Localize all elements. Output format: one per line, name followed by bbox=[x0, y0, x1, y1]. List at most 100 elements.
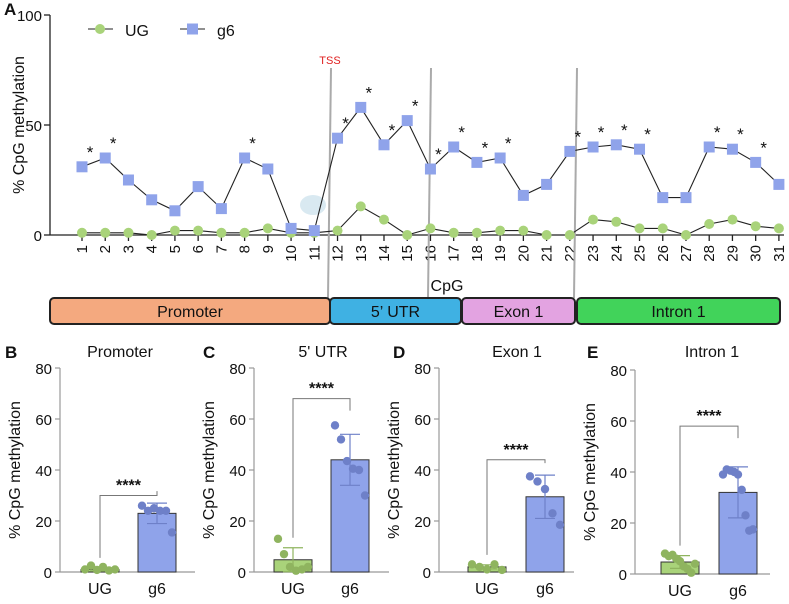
replicate-point-ug bbox=[285, 562, 295, 572]
data-point-g6 bbox=[726, 143, 738, 155]
x-tick-label-a: 7 bbox=[213, 245, 230, 253]
y-tick-label: 20 bbox=[610, 516, 627, 533]
data-point-ug bbox=[239, 227, 250, 238]
panel-title: Promoter bbox=[87, 344, 153, 361]
region-label: Intron 1 bbox=[651, 304, 705, 321]
x-tick-label-a: 9 bbox=[260, 245, 277, 253]
data-point-ug bbox=[680, 230, 691, 240]
y-tick-label: 80 bbox=[610, 363, 627, 380]
data-point-ug bbox=[518, 225, 529, 236]
y-axis-title-a: % CpG methylation bbox=[11, 56, 28, 194]
significance-label: **** bbox=[116, 478, 142, 495]
legend-marker-ug bbox=[95, 24, 105, 34]
y-tick-label-a: 50 bbox=[25, 118, 42, 135]
x-tick-label-a: 2 bbox=[97, 245, 114, 253]
replicate-point-ug bbox=[467, 560, 477, 569]
replicate-point-ug bbox=[475, 562, 484, 572]
y-tick-label: 40 bbox=[35, 463, 52, 480]
replicate-point-g6 bbox=[137, 501, 147, 510]
x-tick-label-a: 12 bbox=[330, 245, 347, 262]
significance-star: * bbox=[110, 134, 117, 153]
data-point-g6 bbox=[239, 152, 251, 164]
x-tick-label-a: 26 bbox=[655, 245, 672, 262]
replicate-point-g6 bbox=[336, 435, 346, 444]
data-point-g6 bbox=[680, 192, 692, 204]
significance-star: * bbox=[482, 138, 489, 157]
panel-label-e: E bbox=[587, 343, 598, 362]
y-tick-label: 0 bbox=[44, 565, 52, 582]
y-tick-label: 60 bbox=[35, 412, 52, 429]
x-tick-label: g6 bbox=[536, 581, 554, 598]
x-tick-label-a: 1 bbox=[74, 245, 91, 253]
data-point-ug bbox=[77, 227, 87, 238]
tss-annotation: TSS bbox=[319, 55, 340, 67]
x-tick-label-a: 6 bbox=[190, 245, 207, 253]
replicate-point-ug bbox=[273, 534, 283, 544]
x-tick-label: UG bbox=[88, 581, 112, 598]
data-point-ug bbox=[262, 223, 273, 234]
significance-star: * bbox=[365, 83, 372, 102]
x-tick-label: UG bbox=[668, 583, 692, 600]
x-tick-label-a: 14 bbox=[376, 245, 393, 262]
significance-star: * bbox=[760, 138, 767, 157]
region-divider-line bbox=[573, 67, 578, 299]
x-tick-label-a: 5 bbox=[167, 245, 184, 253]
x-tick-label-a: 20 bbox=[515, 245, 532, 262]
x-tick-label-a: 21 bbox=[539, 245, 556, 262]
data-point-ug bbox=[100, 227, 111, 238]
data-point-g6 bbox=[378, 139, 390, 151]
data-point-ug bbox=[332, 225, 343, 236]
legend-label-g6: g6 bbox=[217, 23, 235, 40]
x-tick-label: UG bbox=[281, 581, 305, 598]
replicate-point-g6 bbox=[748, 525, 758, 534]
y-axis-title: % CpG methylation bbox=[201, 401, 218, 539]
y-tick-label: 60 bbox=[414, 412, 431, 429]
data-point-g6 bbox=[122, 174, 134, 186]
y-tick-label: 80 bbox=[414, 361, 431, 378]
y-tick-label-a: 0 bbox=[34, 228, 42, 245]
x-tick-label-a: 25 bbox=[632, 245, 649, 262]
legend-label-ug: UG bbox=[125, 23, 149, 40]
data-point-ug bbox=[169, 225, 180, 236]
data-point-g6 bbox=[610, 139, 622, 151]
y-tick-label: 60 bbox=[229, 412, 246, 429]
data-point-ug bbox=[773, 223, 784, 234]
replicate-point-g6 bbox=[354, 465, 364, 475]
region-block bbox=[461, 297, 576, 325]
data-point-ug bbox=[355, 201, 366, 212]
significance-bracket bbox=[99, 491, 158, 558]
replicate-point-g6 bbox=[533, 477, 542, 486]
data-point-g6 bbox=[169, 205, 181, 217]
replicate-point-g6 bbox=[342, 456, 352, 466]
replicate-point-ug bbox=[80, 565, 90, 574]
region-block bbox=[576, 297, 781, 325]
x-tick-label-a: 27 bbox=[678, 245, 695, 262]
y-tick-label-a: 100 bbox=[17, 8, 42, 25]
significance-star: * bbox=[575, 127, 582, 146]
data-point-ug bbox=[588, 214, 599, 225]
significance-star: * bbox=[87, 143, 94, 162]
significance-star: * bbox=[737, 125, 744, 144]
y-tick-label: 40 bbox=[229, 463, 246, 480]
x-tick-label-a: 3 bbox=[120, 245, 137, 253]
x-tick-label-a: 28 bbox=[701, 245, 718, 262]
x-tick-label-a: 31 bbox=[771, 245, 788, 262]
y-axis-title: % CpG methylation bbox=[386, 401, 403, 539]
replicate-point-g6 bbox=[360, 491, 370, 500]
data-point-ug bbox=[727, 214, 738, 225]
replicate-point-ug bbox=[303, 562, 313, 572]
x-tick-label: g6 bbox=[341, 581, 359, 598]
data-point-ug bbox=[750, 221, 761, 232]
y-tick-label: 40 bbox=[610, 465, 627, 482]
x-tick-label: g6 bbox=[729, 583, 747, 600]
y-tick-label: 20 bbox=[414, 514, 431, 531]
data-point-g6 bbox=[773, 178, 785, 190]
data-point-ug bbox=[495, 225, 506, 236]
data-point-g6 bbox=[448, 141, 460, 153]
x-tick-label-a: 29 bbox=[724, 245, 741, 262]
panel-title: Intron 1 bbox=[685, 344, 739, 361]
replicate-point-g6 bbox=[548, 509, 557, 518]
data-point-ug bbox=[123, 227, 134, 238]
replicate-point-g6 bbox=[733, 470, 743, 479]
x-tick-label-a: 13 bbox=[353, 245, 370, 262]
